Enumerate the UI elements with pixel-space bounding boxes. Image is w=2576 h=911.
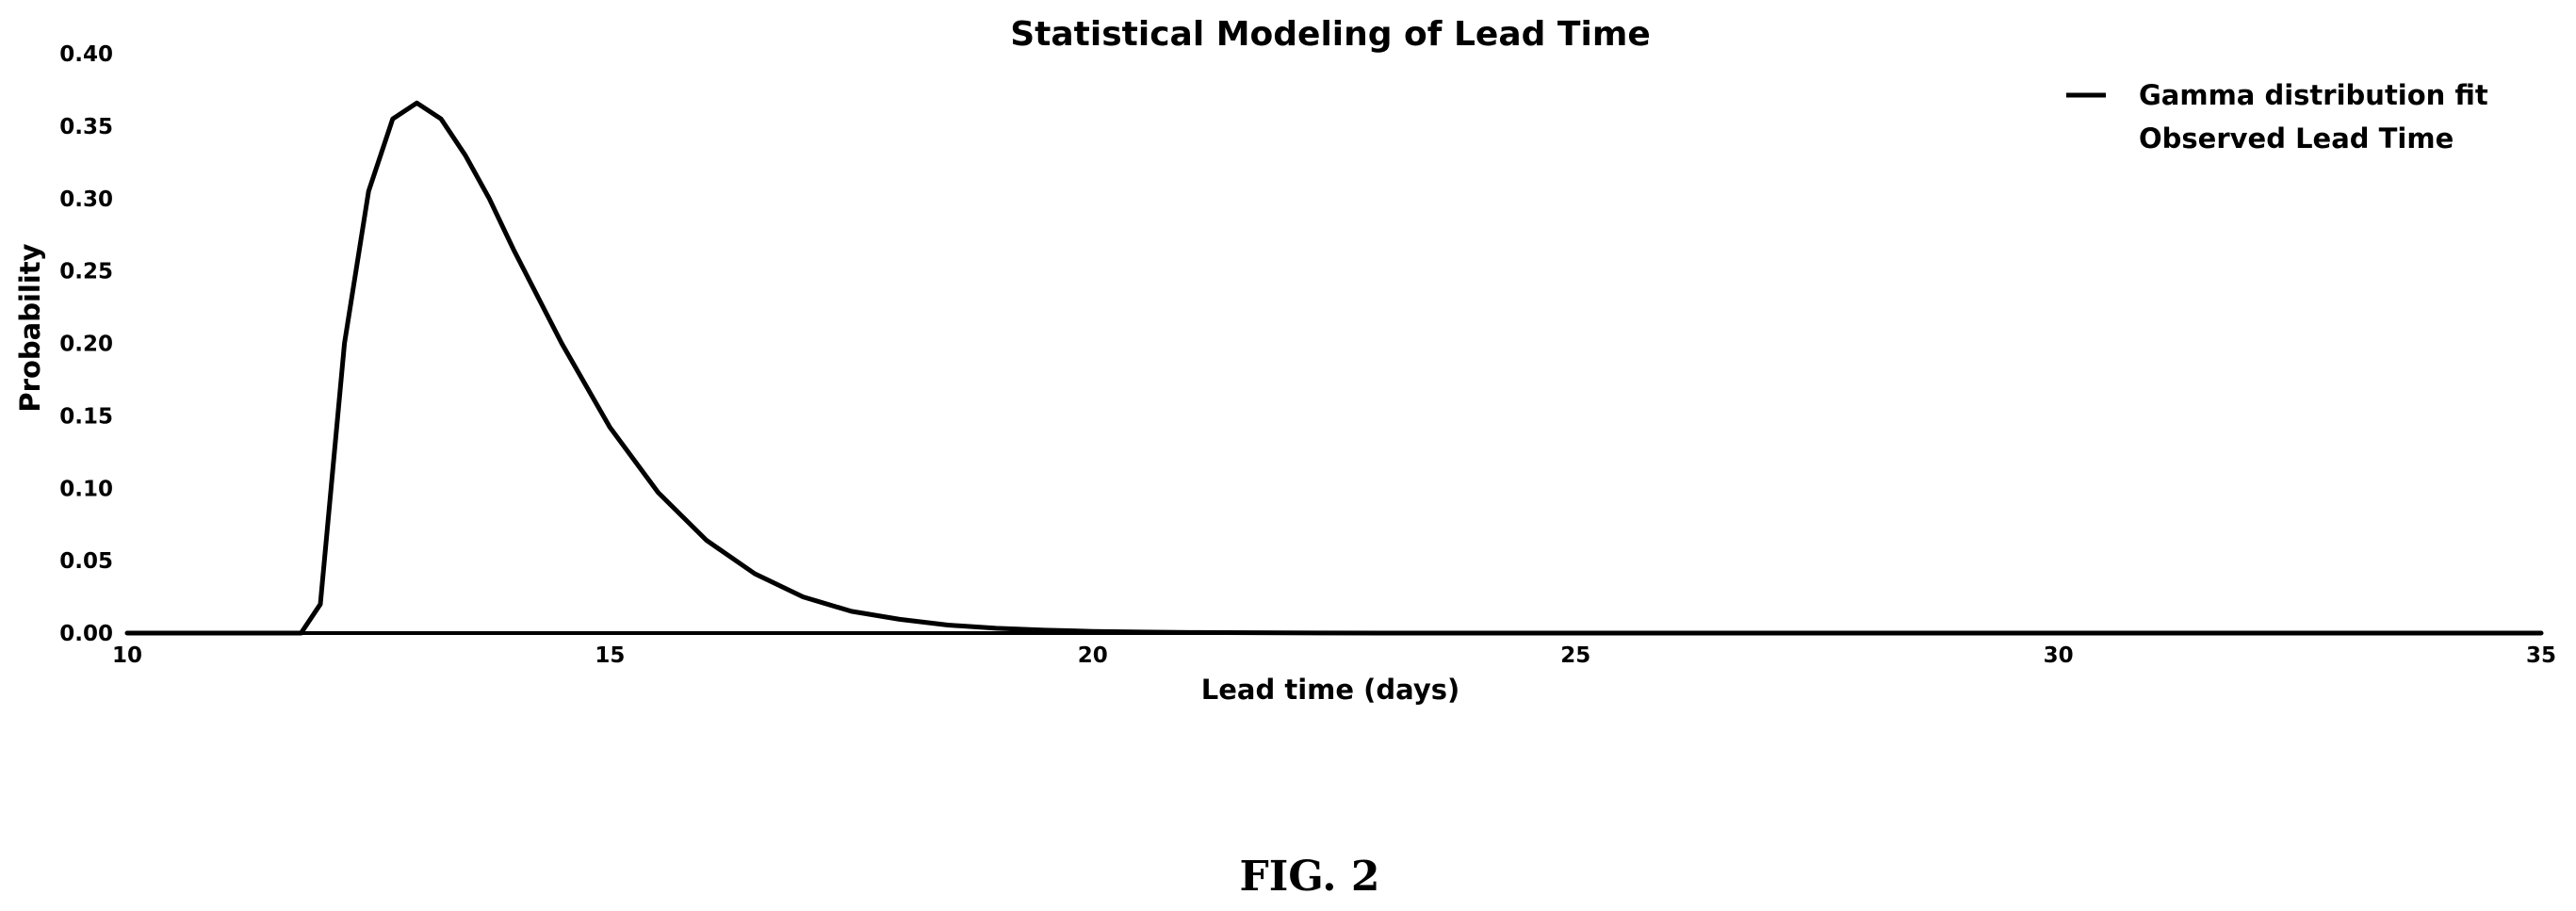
legend-item-observed: Observed Lead Time <box>2139 122 2454 155</box>
y-tick-label: 0.25 <box>59 260 113 285</box>
y-tick-label: 0.10 <box>59 477 113 501</box>
legend: Gamma distribution fit Observed Lead Tim… <box>2066 79 2488 155</box>
x-tick-label: 10 <box>112 643 142 668</box>
y-tick-label: 0.15 <box>59 404 113 429</box>
x-tick-label: 20 <box>1078 643 1108 668</box>
chart-title: Statistical Modeling of Lead Time <box>1010 15 1651 54</box>
gamma-fit-line <box>124 100 2544 636</box>
x-tick-label: 25 <box>1560 643 1590 668</box>
y-tick-label: 0.20 <box>59 333 113 357</box>
x-axis: 10 15 20 25 30 35 <box>112 643 2556 668</box>
x-tick-label: 30 <box>2044 643 2074 668</box>
y-tick-label: 0.40 <box>59 42 113 67</box>
y-tick-label: 0.35 <box>59 115 113 139</box>
legend-item-gamma-fit: Gamma distribution fit <box>2139 79 2488 111</box>
x-tick-label: 15 <box>595 643 625 668</box>
x-axis-label: Lead time (days) <box>1201 674 1459 706</box>
y-tick-label: 0.30 <box>59 187 113 212</box>
x-tick-label: 35 <box>2526 643 2556 668</box>
figure-caption: FIG. 2 <box>1239 853 1379 901</box>
y-axis-label: Probability <box>14 243 46 412</box>
y-axis: 0.00 0.05 0.10 0.15 0.20 0.25 0.30 0.35 0.40 <box>59 42 113 646</box>
y-tick-label: 0.00 <box>59 622 113 646</box>
y-tick-label: 0.05 <box>59 549 113 574</box>
